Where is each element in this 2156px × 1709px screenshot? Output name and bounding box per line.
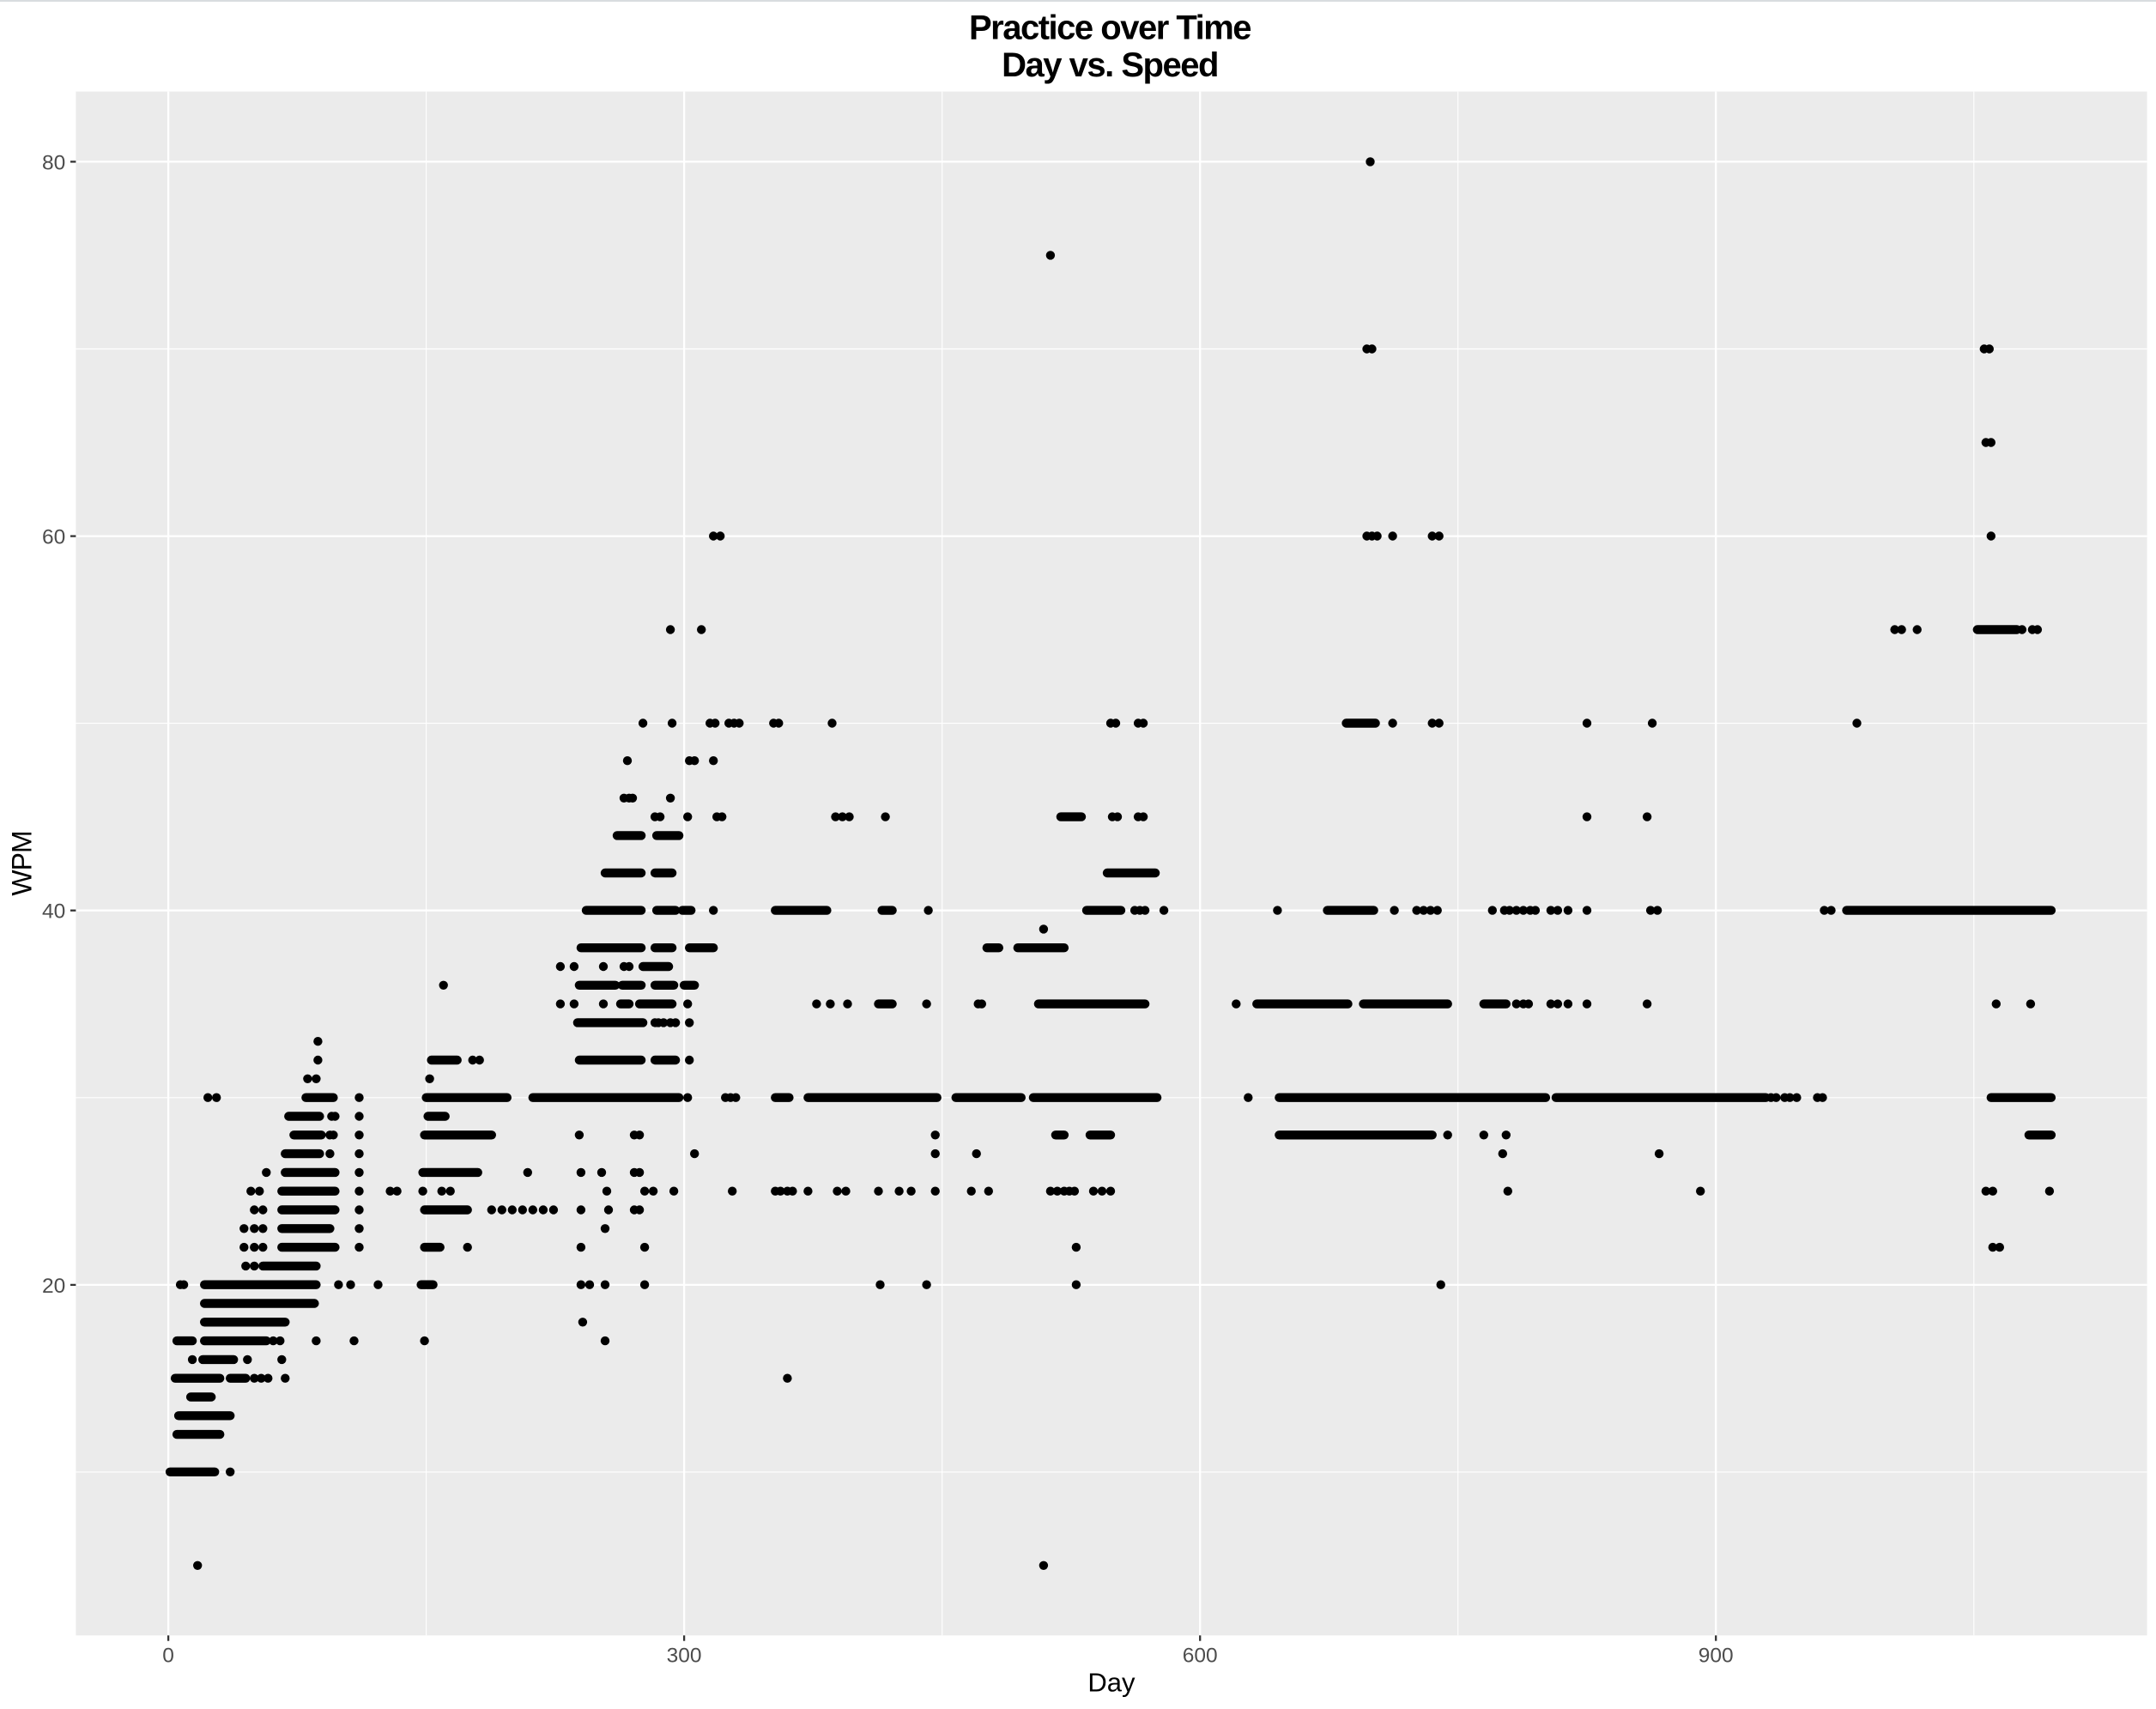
svg-text:80: 80 (42, 151, 65, 174)
svg-text:900: 900 (1699, 1645, 1734, 1668)
svg-text:600: 600 (1183, 1645, 1218, 1668)
svg-text:Day vs. Speed: Day vs. Speed (1002, 46, 1218, 84)
svg-text:WPM: WPM (6, 831, 37, 895)
svg-text:Practice over Time: Practice over Time (969, 9, 1251, 47)
svg-text:20: 20 (42, 1275, 65, 1298)
svg-text:Day: Day (1087, 1668, 1136, 1698)
svg-text:40: 40 (42, 900, 65, 924)
svg-text:60: 60 (42, 526, 65, 549)
svg-text:0: 0 (162, 1645, 174, 1668)
svg-text:300: 300 (667, 1645, 702, 1668)
